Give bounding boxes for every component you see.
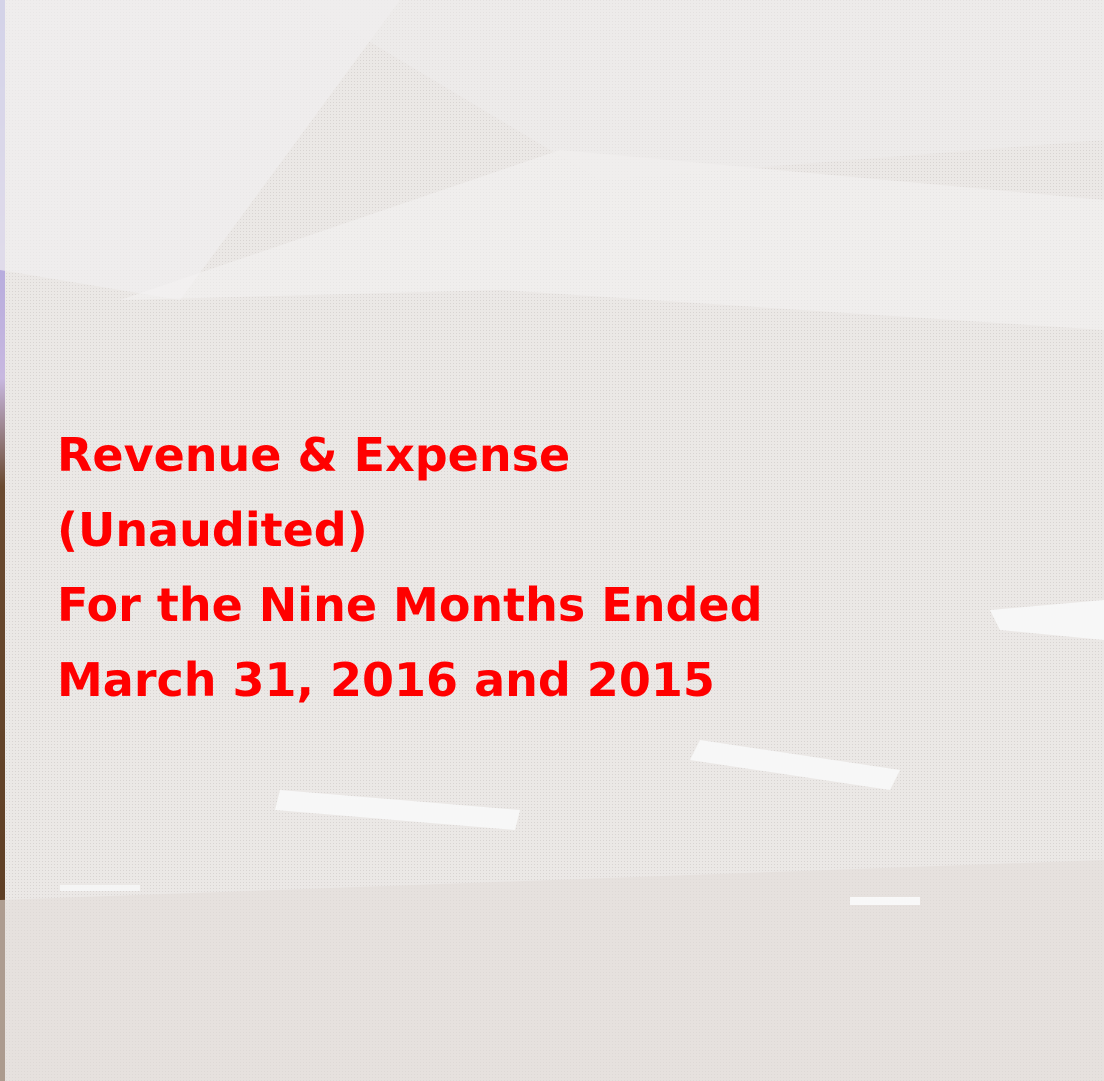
slide: Revenue & Expense (Unaudited) For the Ni… — [0, 0, 1104, 1081]
title-line: For the Nine Months Ended — [57, 568, 763, 643]
title-line: (Unaudited) — [57, 493, 763, 568]
title-line: March 31, 2016 and 2015 — [57, 643, 763, 718]
title-line: Revenue & Expense — [57, 418, 763, 493]
slide-title: Revenue & Expense (Unaudited) For the Ni… — [57, 418, 763, 718]
